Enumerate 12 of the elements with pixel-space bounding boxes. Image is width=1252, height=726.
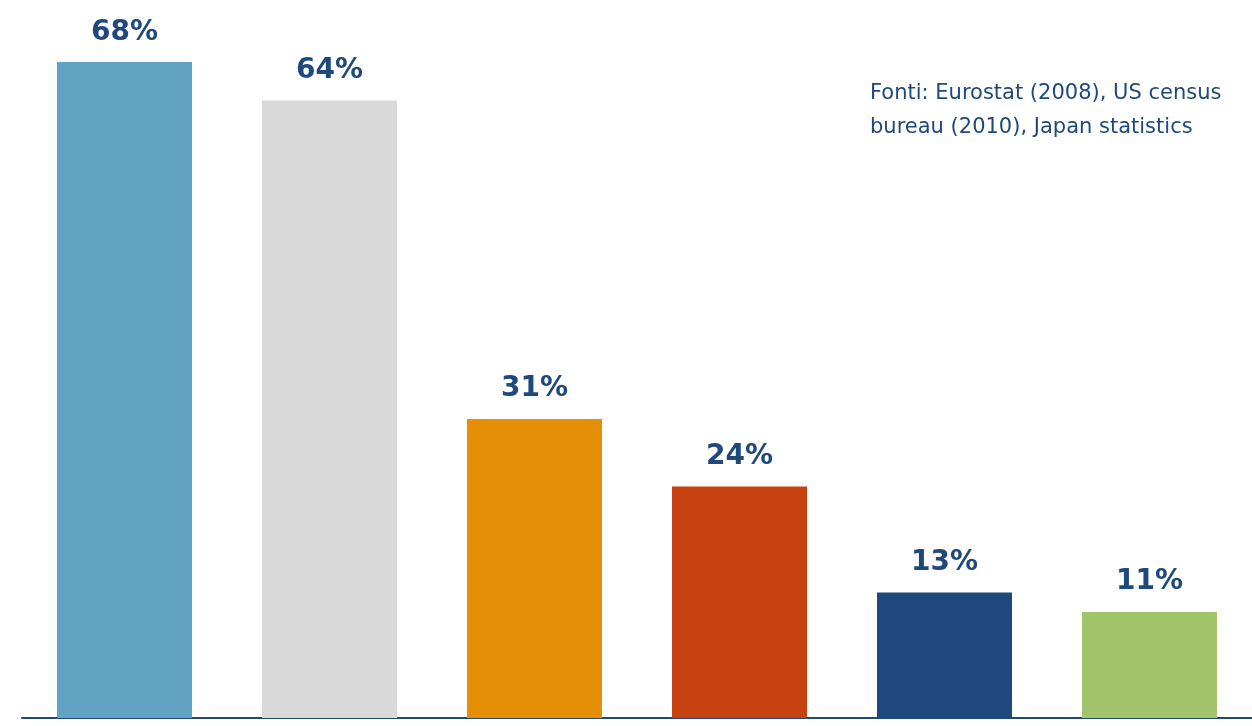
data-label: 68% <box>90 13 159 47</box>
data-label: 11% <box>1115 563 1184 597</box>
bar <box>262 100 397 718</box>
data-label: 13% <box>910 544 979 578</box>
annotation: Fonti: Eurostat (2008), US census bureau (2010), Japan statistics <box>870 80 1229 138</box>
bar <box>1082 611 1217 718</box>
data-label: 31% <box>500 370 569 404</box>
data-label: 64% <box>295 52 364 86</box>
data-label: 24% <box>705 437 774 471</box>
bar <box>57 62 192 718</box>
bar <box>467 418 602 718</box>
bar <box>672 486 807 718</box>
